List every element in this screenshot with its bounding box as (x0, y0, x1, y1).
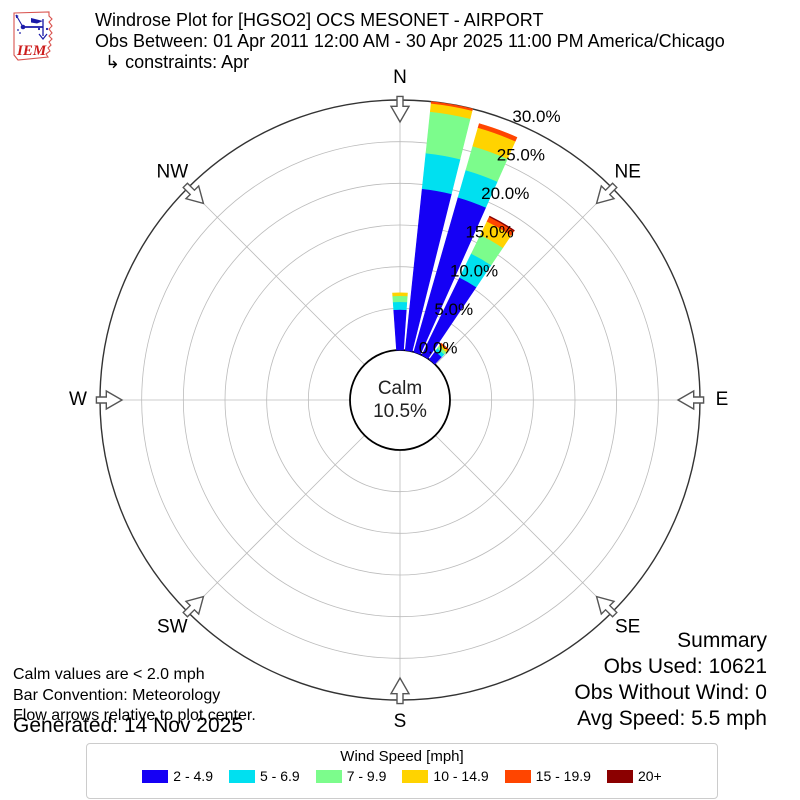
svg-text:NW: NW (156, 161, 188, 182)
svg-text:15.0%: 15.0% (466, 223, 514, 242)
svg-text:E: E (716, 389, 729, 410)
svg-text:S: S (394, 711, 407, 732)
svg-text:10.0%: 10.0% (450, 261, 498, 280)
svg-text:0.0%: 0.0% (419, 339, 458, 358)
svg-text:5.0%: 5.0% (434, 300, 473, 319)
svg-text:NE: NE (614, 161, 640, 182)
svg-text:10.5%: 10.5% (373, 401, 427, 422)
svg-text:25.0%: 25.0% (497, 145, 545, 164)
svg-text:20.0%: 20.0% (481, 184, 529, 203)
svg-text:N: N (393, 67, 407, 88)
svg-text:30.0%: 30.0% (512, 107, 560, 126)
svg-text:Calm: Calm (378, 378, 422, 399)
svg-text:SW: SW (157, 617, 188, 638)
svg-text:W: W (69, 389, 87, 410)
